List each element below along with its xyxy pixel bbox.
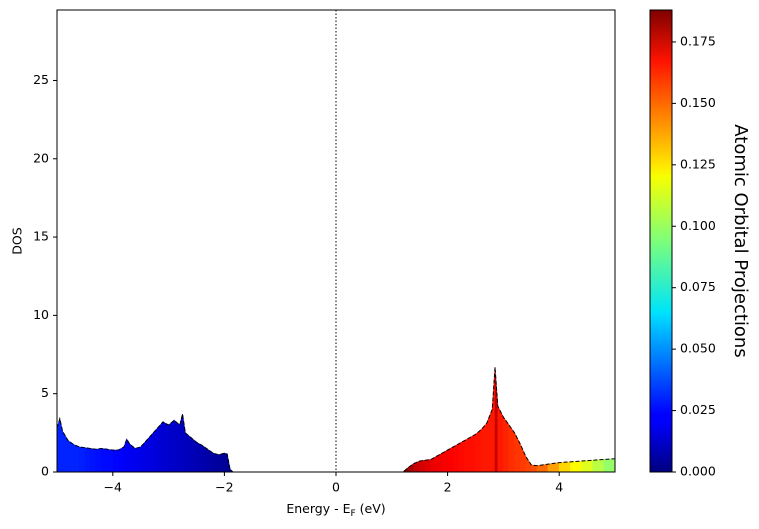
dos-segment [464,437,471,473]
y-tick-label: 5 [41,385,49,400]
dos-outline [56,367,616,473]
dos-segment [185,432,192,473]
dos-segment [218,452,225,473]
colorbar [650,10,672,472]
dos-segment [503,416,510,473]
y-tick-label: 0 [41,464,49,479]
dos-segment [452,443,460,473]
dos-segment [469,433,476,473]
colorbar-tick-label: 0.150 [680,95,716,110]
dos-segment [62,430,69,473]
dos-segment [581,459,593,473]
dos-segment [592,459,605,473]
dos-segment [101,448,108,473]
colorbar-tick-label: 0.175 [680,33,716,48]
dos-segment [67,440,75,473]
dos-segment [90,448,97,473]
colorbar-label: Atomic Orbital Projections [730,124,751,357]
dos-segment [168,419,175,473]
x-tick-label: −2 [215,480,233,495]
colorbar-tick-label: 0.125 [680,156,716,171]
x-label-subscript: F [350,509,355,519]
dos-segment [196,441,203,473]
dos-segment [123,439,128,473]
dos-segment [441,449,448,473]
dos-segment [603,458,616,473]
dos-segment [224,452,228,473]
dos-segment [129,443,136,473]
dos-segment [419,459,426,473]
x-tick-label: −4 [104,480,122,495]
x-tick-label: 2 [444,480,452,495]
dos-segment [570,460,582,473]
x-axis-label: Energy - EF (eV) [286,501,385,519]
colorbar-frame [649,9,673,473]
dos-segment [201,444,208,473]
x-tick-label: 4 [555,480,563,495]
y-tick-label: 15 [33,229,49,244]
y-tick-label: 25 [33,72,49,87]
colorbar-tick-label: 0.025 [680,402,716,417]
dos-segment [157,421,164,473]
y-tick-label: 20 [33,150,49,165]
dos-segment [547,462,560,473]
dos-segment [162,421,169,473]
dos-segment [190,436,197,473]
dos-segment [424,459,432,473]
dos-segment [447,446,454,473]
dos-segment [558,461,571,473]
x-label-unit: (eV) [356,501,386,516]
dos-segment [480,422,487,473]
dos-segment [79,446,86,473]
colorbar-tick-label: 0.075 [680,279,716,294]
dos-segment [212,452,220,473]
dos-segment [458,440,465,473]
dos-segment [112,449,119,473]
dos-segment [118,446,125,473]
dos-segment [59,418,63,473]
x-label-text: Energy - E [286,501,350,516]
dos-segment [475,429,482,473]
colorbar-tick-label: 0.100 [680,218,716,233]
colorbar-tick-label: 0.000 [680,464,716,479]
dos-segment [73,444,80,473]
dos-segment [151,427,158,473]
dos-segment [173,419,181,473]
x-tick-label: 0 [332,480,340,495]
dos-segment [486,409,493,473]
dos-segment [134,446,141,473]
dos-segment [408,462,415,473]
colorbar-tick-label: 0.050 [680,341,716,356]
y-tick-label: 10 [33,307,49,322]
y-axis-label: DOS [10,227,25,254]
dos-segment [106,448,114,473]
dos-segment [519,443,527,473]
dos-segment [84,447,91,473]
dos-segment [95,448,102,473]
